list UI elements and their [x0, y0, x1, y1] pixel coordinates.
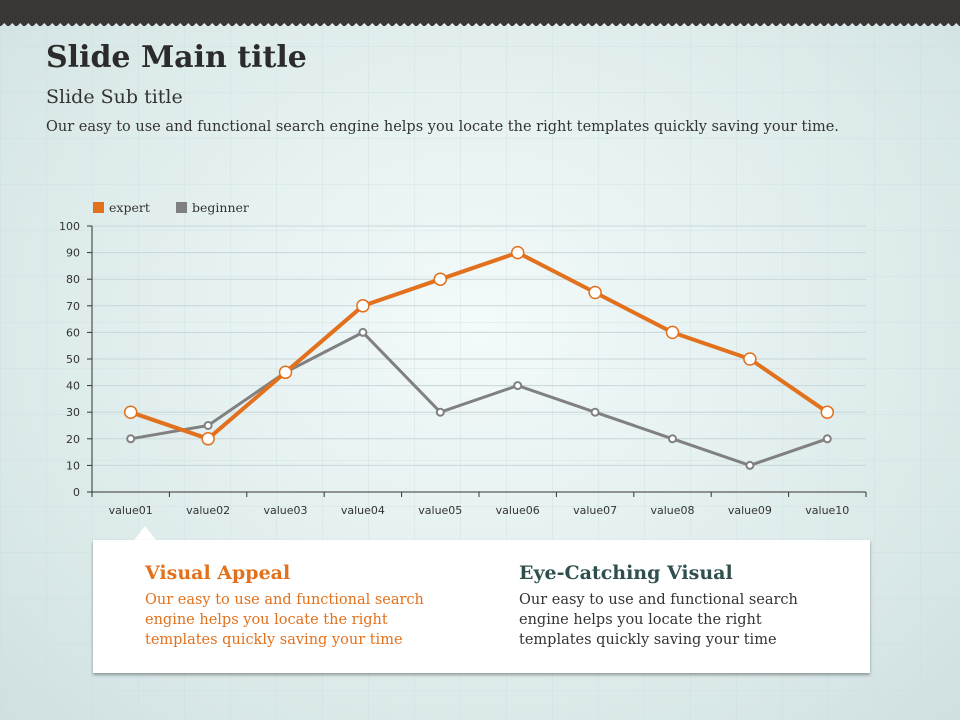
x-tick-label: value09 [728, 504, 772, 517]
data-point-expert [510, 245, 525, 260]
y-tick-label: 0 [73, 486, 80, 499]
page-title: Slide Main title [46, 40, 307, 75]
data-point-expert [433, 272, 448, 286]
card-title: Eye-Catching Visual [519, 562, 733, 584]
series-line-beginner [130, 330, 828, 467]
series-line-expert [130, 250, 829, 442]
data-point-expert [665, 325, 680, 340]
card-visual-appeal: Visual Appeal Our easy to use and functi… [145, 562, 445, 650]
x-tick-label: value06 [496, 504, 540, 517]
data-point-expert [201, 432, 215, 446]
info-card: Visual Appeal Our easy to use and functi… [93, 540, 870, 673]
card-text: Our easy to use and functional search en… [145, 592, 424, 648]
line-chart: 0 10 20 30 40 50 60 70 80 90 100 value01 value02 valu… [59, 200, 867, 517]
y-tick-label: 10 [66, 459, 80, 472]
card-text: Our easy to use and functional search en… [519, 592, 798, 648]
x-tick-label: value03 [263, 504, 307, 517]
y-tick-label: 30 [66, 406, 80, 419]
data-point-expert [588, 285, 602, 300]
data-point-beginner [590, 407, 600, 417]
data-point-expert [278, 365, 293, 380]
page-subtitle: Slide Sub title [46, 86, 183, 108]
legend-label-beginner: beginner [192, 200, 249, 215]
y-tick-label: 80 [66, 273, 80, 286]
x-tick-label: value01 [109, 504, 153, 517]
x-tick-label: value04 [341, 504, 385, 517]
data-point-expert [356, 299, 370, 313]
zigzag-border [0, 20, 960, 26]
y-tick-label: 100 [59, 220, 80, 233]
y-tick-label: 90 [66, 247, 80, 260]
data-point-beginner [513, 381, 523, 391]
x-tick-label: value08 [650, 504, 694, 517]
x-tick-label: value05 [418, 504, 462, 517]
data-point-beginner [668, 434, 677, 444]
data-point-beginner [745, 460, 755, 470]
card-eye-catching: Eye-Catching Visual Our easy to use and … [519, 562, 819, 650]
y-tick-label: 40 [66, 380, 80, 393]
y-tick-label: 60 [66, 326, 80, 339]
y-tick-label: 20 [66, 433, 80, 446]
top-bar [0, 0, 960, 20]
legend-swatch-expert [93, 202, 104, 213]
data-point-expert [820, 405, 835, 419]
x-tick-label: value07 [573, 504, 617, 517]
card-pointer [134, 526, 156, 540]
data-point-expert [123, 405, 138, 419]
card-title: Visual Appeal [145, 562, 291, 584]
data-point-beginner [126, 434, 136, 444]
data-point-expert [743, 352, 757, 366]
data-point-beginner [358, 327, 368, 337]
page-description: Our easy to use and functional search en… [46, 119, 839, 135]
data-point-beginner [435, 407, 445, 417]
x-tick-label: value02 [186, 504, 230, 517]
legend-swatch-beginner [176, 202, 187, 213]
legend-label-expert: expert [109, 200, 150, 215]
data-point-beginner [203, 421, 213, 430]
y-tick-label: 50 [66, 353, 80, 366]
x-tick-label: value10 [805, 504, 849, 517]
data-point-beginner [822, 434, 832, 444]
y-tick-label: 70 [66, 300, 80, 313]
